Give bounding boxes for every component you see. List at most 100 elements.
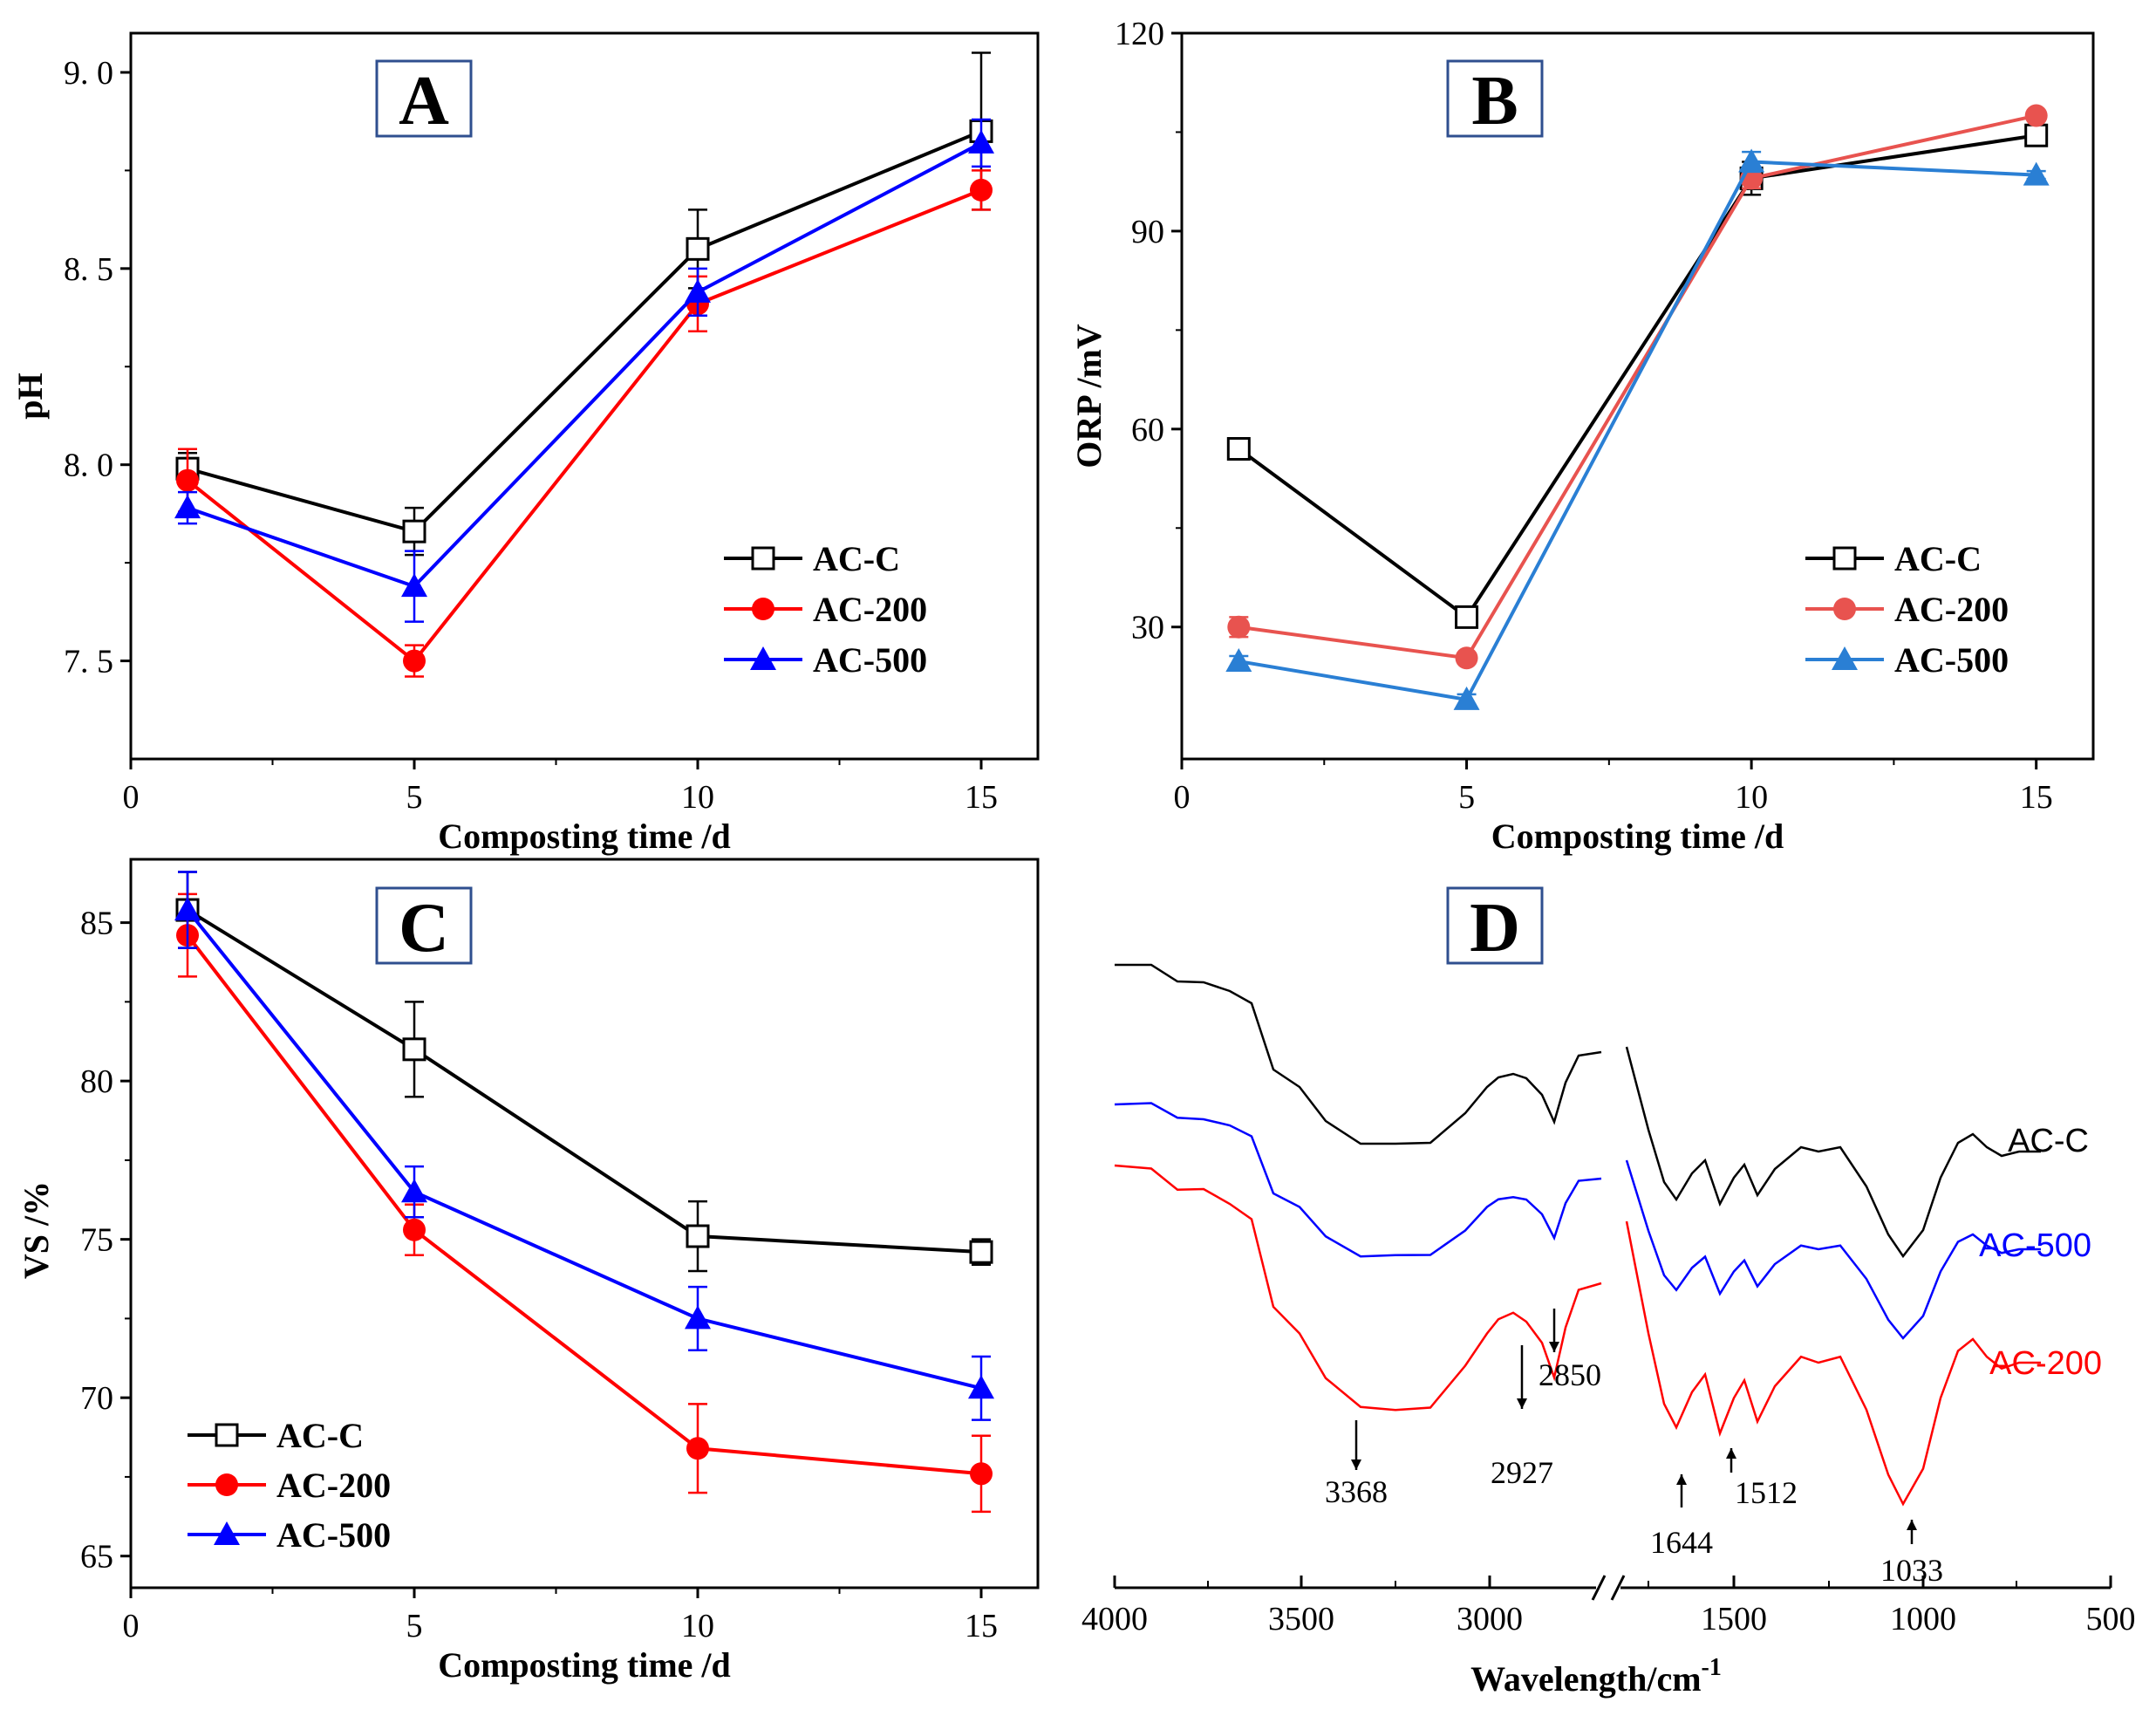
legend-label: AC-500 xyxy=(813,640,927,680)
x-tick-label: 10 xyxy=(681,1608,714,1644)
series-AC-C xyxy=(175,871,993,1273)
y-tick-label: 90 xyxy=(1131,214,1164,250)
data-point-circle xyxy=(403,649,426,673)
panel-label: B xyxy=(1471,63,1518,140)
x-tick-label: 15 xyxy=(2020,779,2053,816)
panel-label: A xyxy=(399,63,449,140)
x-axis-label: Composting time /d xyxy=(438,1645,731,1685)
x-tick-label: 3500 xyxy=(1268,1601,1334,1637)
data-point-triangle xyxy=(685,1305,711,1330)
data-point-square xyxy=(402,1037,426,1062)
y-tick-label: 8. 5 xyxy=(64,251,113,288)
plot-frame xyxy=(129,858,1040,1589)
data-point-square xyxy=(2024,123,2049,147)
y-tick-label: 85 xyxy=(80,906,113,942)
panel-B: 0 5 10 15 30 60 90 120 Composting time /d ORP /mV… xyxy=(1069,16,2095,856)
legend-label: AC-200 xyxy=(276,1466,391,1505)
peak-label: 1033 xyxy=(1880,1553,1943,1588)
data-point-circle xyxy=(176,468,199,492)
panel-label: C xyxy=(399,890,449,967)
x-axis-label: Wavelength/cm-1 xyxy=(1470,1654,1722,1699)
spectrum-line-right xyxy=(1625,1220,2041,1507)
panel-A: 0 5 10 15 7. 5 8. 0 8. 5 9. 0 Composting time /d… xyxy=(10,31,1040,856)
panel-label-box xyxy=(1446,886,1544,965)
x-tick-label: 500 xyxy=(2086,1601,2136,1637)
series-line xyxy=(1238,160,2037,702)
axis-break xyxy=(1610,1575,1626,1601)
data-point-square xyxy=(1832,546,1857,571)
series-AC-C xyxy=(175,51,993,557)
series-AC-500 xyxy=(1225,148,2050,710)
series-line xyxy=(186,933,982,1476)
y-tick-label: 70 xyxy=(80,1380,113,1417)
peak-arrow-head xyxy=(1726,1448,1736,1459)
series-AC-500 xyxy=(174,871,994,1421)
y-tick-label: 120 xyxy=(1115,16,1164,52)
panel-label-box xyxy=(375,886,473,965)
x-tick-label: 10 xyxy=(681,779,714,816)
data-point-triangle xyxy=(1225,648,1252,673)
y-tick-label: 75 xyxy=(80,1222,113,1259)
peak-arrow-head xyxy=(1549,1342,1559,1352)
data-point-square xyxy=(751,546,775,571)
data-point-triangle xyxy=(968,1375,994,1399)
legend-label: AC-200 xyxy=(1894,590,2009,629)
data-point-circle xyxy=(970,178,993,202)
panel-label: D xyxy=(1470,890,1520,967)
data-point-square xyxy=(215,1423,239,1447)
peak-arrow-head xyxy=(1351,1459,1361,1470)
data-point-circle xyxy=(2024,104,2048,127)
data-point-triangle xyxy=(174,897,201,921)
panel-label-box xyxy=(1446,59,1544,138)
x-tick-label: 5 xyxy=(406,1608,423,1644)
series-line xyxy=(1238,133,2037,620)
x-tick-label: 5 xyxy=(406,779,423,816)
series-AC-200 xyxy=(1227,104,2048,670)
legend-label: AC-C xyxy=(813,539,900,578)
x-axis-label: Composting time /d xyxy=(1491,817,1784,856)
peak-arrow-head xyxy=(1907,1520,1917,1530)
data-point-circle xyxy=(970,1462,993,1486)
data-point-square xyxy=(1226,437,1251,461)
legend-label: AC-C xyxy=(276,1416,364,1455)
data-point-circle xyxy=(1455,646,1478,670)
spectrum-line-right xyxy=(1625,1046,2041,1259)
data-point-circle xyxy=(403,1218,426,1241)
x-tick-label: 5 xyxy=(1458,779,1475,816)
axis-break xyxy=(1591,1575,1607,1601)
series-line xyxy=(1238,113,2037,660)
peak-label: 2927 xyxy=(1491,1455,1553,1490)
spectrum-label: AC-200 xyxy=(1989,1345,2102,1382)
data-point-circle xyxy=(752,598,774,620)
spectrum-AC-500 xyxy=(1114,1102,2041,1340)
spectrum-line-left xyxy=(1115,963,1602,1145)
x-axis-label-text: Wavelength/cm xyxy=(1470,1659,1701,1699)
x-axis-label: Composting time /d xyxy=(438,817,731,856)
x-axis-label-sup: -1 xyxy=(1702,1654,1722,1681)
spectrum-label: AC-500 xyxy=(1979,1227,2091,1264)
data-point-circle xyxy=(215,1473,238,1496)
data-point-triangle xyxy=(174,495,201,519)
data-point-square xyxy=(686,236,710,261)
y-tick-label: 60 xyxy=(1131,412,1164,448)
y-tick-label: 9. 0 xyxy=(64,55,113,92)
y-tick-label: 8. 0 xyxy=(64,448,113,484)
peak-label: 1512 xyxy=(1735,1475,1798,1510)
data-point-triangle xyxy=(401,573,427,598)
x-tick-label: 1500 xyxy=(1701,1601,1767,1637)
data-point-circle xyxy=(686,1437,709,1460)
spectrum-label: AC-C xyxy=(2008,1123,2089,1159)
x-tick-label: 0 xyxy=(123,1608,140,1644)
x-tick-label: 15 xyxy=(965,1608,998,1644)
data-point-triangle xyxy=(214,1521,240,1545)
panel-label-box xyxy=(375,59,473,138)
x-tick-label: 10 xyxy=(1735,779,1768,816)
legend-label: AC-C xyxy=(1894,539,1982,578)
data-point-circle xyxy=(1833,598,1856,620)
spectrum-line-left xyxy=(1114,1164,1602,1412)
x-tick-label: 0 xyxy=(1174,779,1191,816)
y-tick-label: 80 xyxy=(80,1063,113,1100)
y-axis-label: VS /% xyxy=(17,1181,56,1279)
peak-label: 3368 xyxy=(1325,1474,1388,1509)
